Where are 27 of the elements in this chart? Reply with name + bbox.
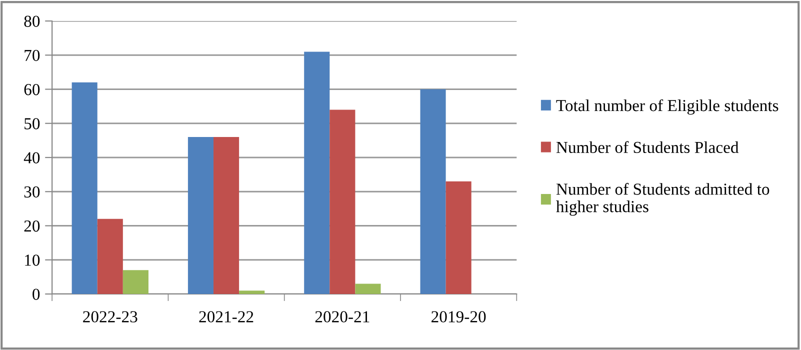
y-tick-label: 0 — [32, 288, 40, 300]
x-tick-label: 2021-22 — [199, 311, 254, 322]
bar — [239, 290, 265, 294]
legend-label: Total number of Eligible students — [556, 99, 778, 115]
bar — [214, 137, 240, 294]
y-tick-label: 40 — [24, 152, 40, 164]
y-tick-label: 10 — [25, 254, 40, 266]
bar — [304, 52, 330, 294]
bar — [446, 181, 472, 294]
x-tick-label: 2019-20 — [432, 311, 486, 322]
y-tick-label: 20 — [24, 220, 40, 232]
bar — [330, 110, 356, 294]
y-tick-label: 70 — [24, 50, 40, 62]
y-tick-label: 50 — [24, 118, 40, 130]
x-tick-label: 2022-23 — [83, 311, 138, 322]
bar — [420, 89, 446, 294]
legend-label: Number of Students Placed — [556, 141, 739, 154]
bar — [72, 82, 98, 294]
y-tick-label: 60 — [24, 84, 40, 96]
legend-label: Number of Students admitted to higher studies — [556, 182, 770, 216]
x-tick-label: 2020-21 — [315, 311, 370, 322]
bar — [355, 284, 381, 294]
y-tick-label: 80 — [24, 16, 40, 27]
bar — [188, 137, 214, 294]
bar — [97, 218, 123, 294]
bar — [122, 270, 148, 294]
y-tick-label: 30 — [24, 186, 40, 198]
